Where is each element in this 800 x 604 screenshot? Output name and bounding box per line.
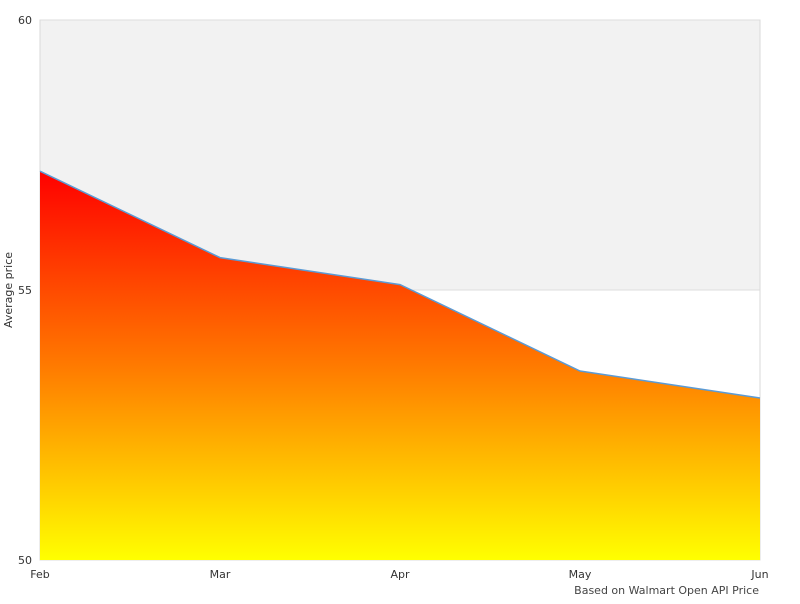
x-tick-label-apr: Apr: [390, 568, 410, 581]
y-tick-label-60: 60: [18, 14, 32, 27]
y-tick-label-50: 50: [18, 554, 32, 567]
area-series-fill: [40, 171, 760, 560]
x-tick-label-mar: Mar: [210, 568, 231, 581]
y-axis-label: Average price: [2, 252, 15, 328]
y-axis-ticks: 50 55 60: [18, 14, 32, 567]
x-tick-label-feb: Feb: [30, 568, 49, 581]
y-tick-label-55: 55: [18, 284, 32, 297]
x-axis-ticks: Feb Mar Apr May Jun: [30, 568, 768, 581]
x-tick-label-may: May: [569, 568, 592, 581]
x-tick-label-jun: Jun: [750, 568, 768, 581]
area-series-line: [39, 170, 761, 399]
footer-note: Based on Walmart Open API Price: [574, 584, 759, 597]
